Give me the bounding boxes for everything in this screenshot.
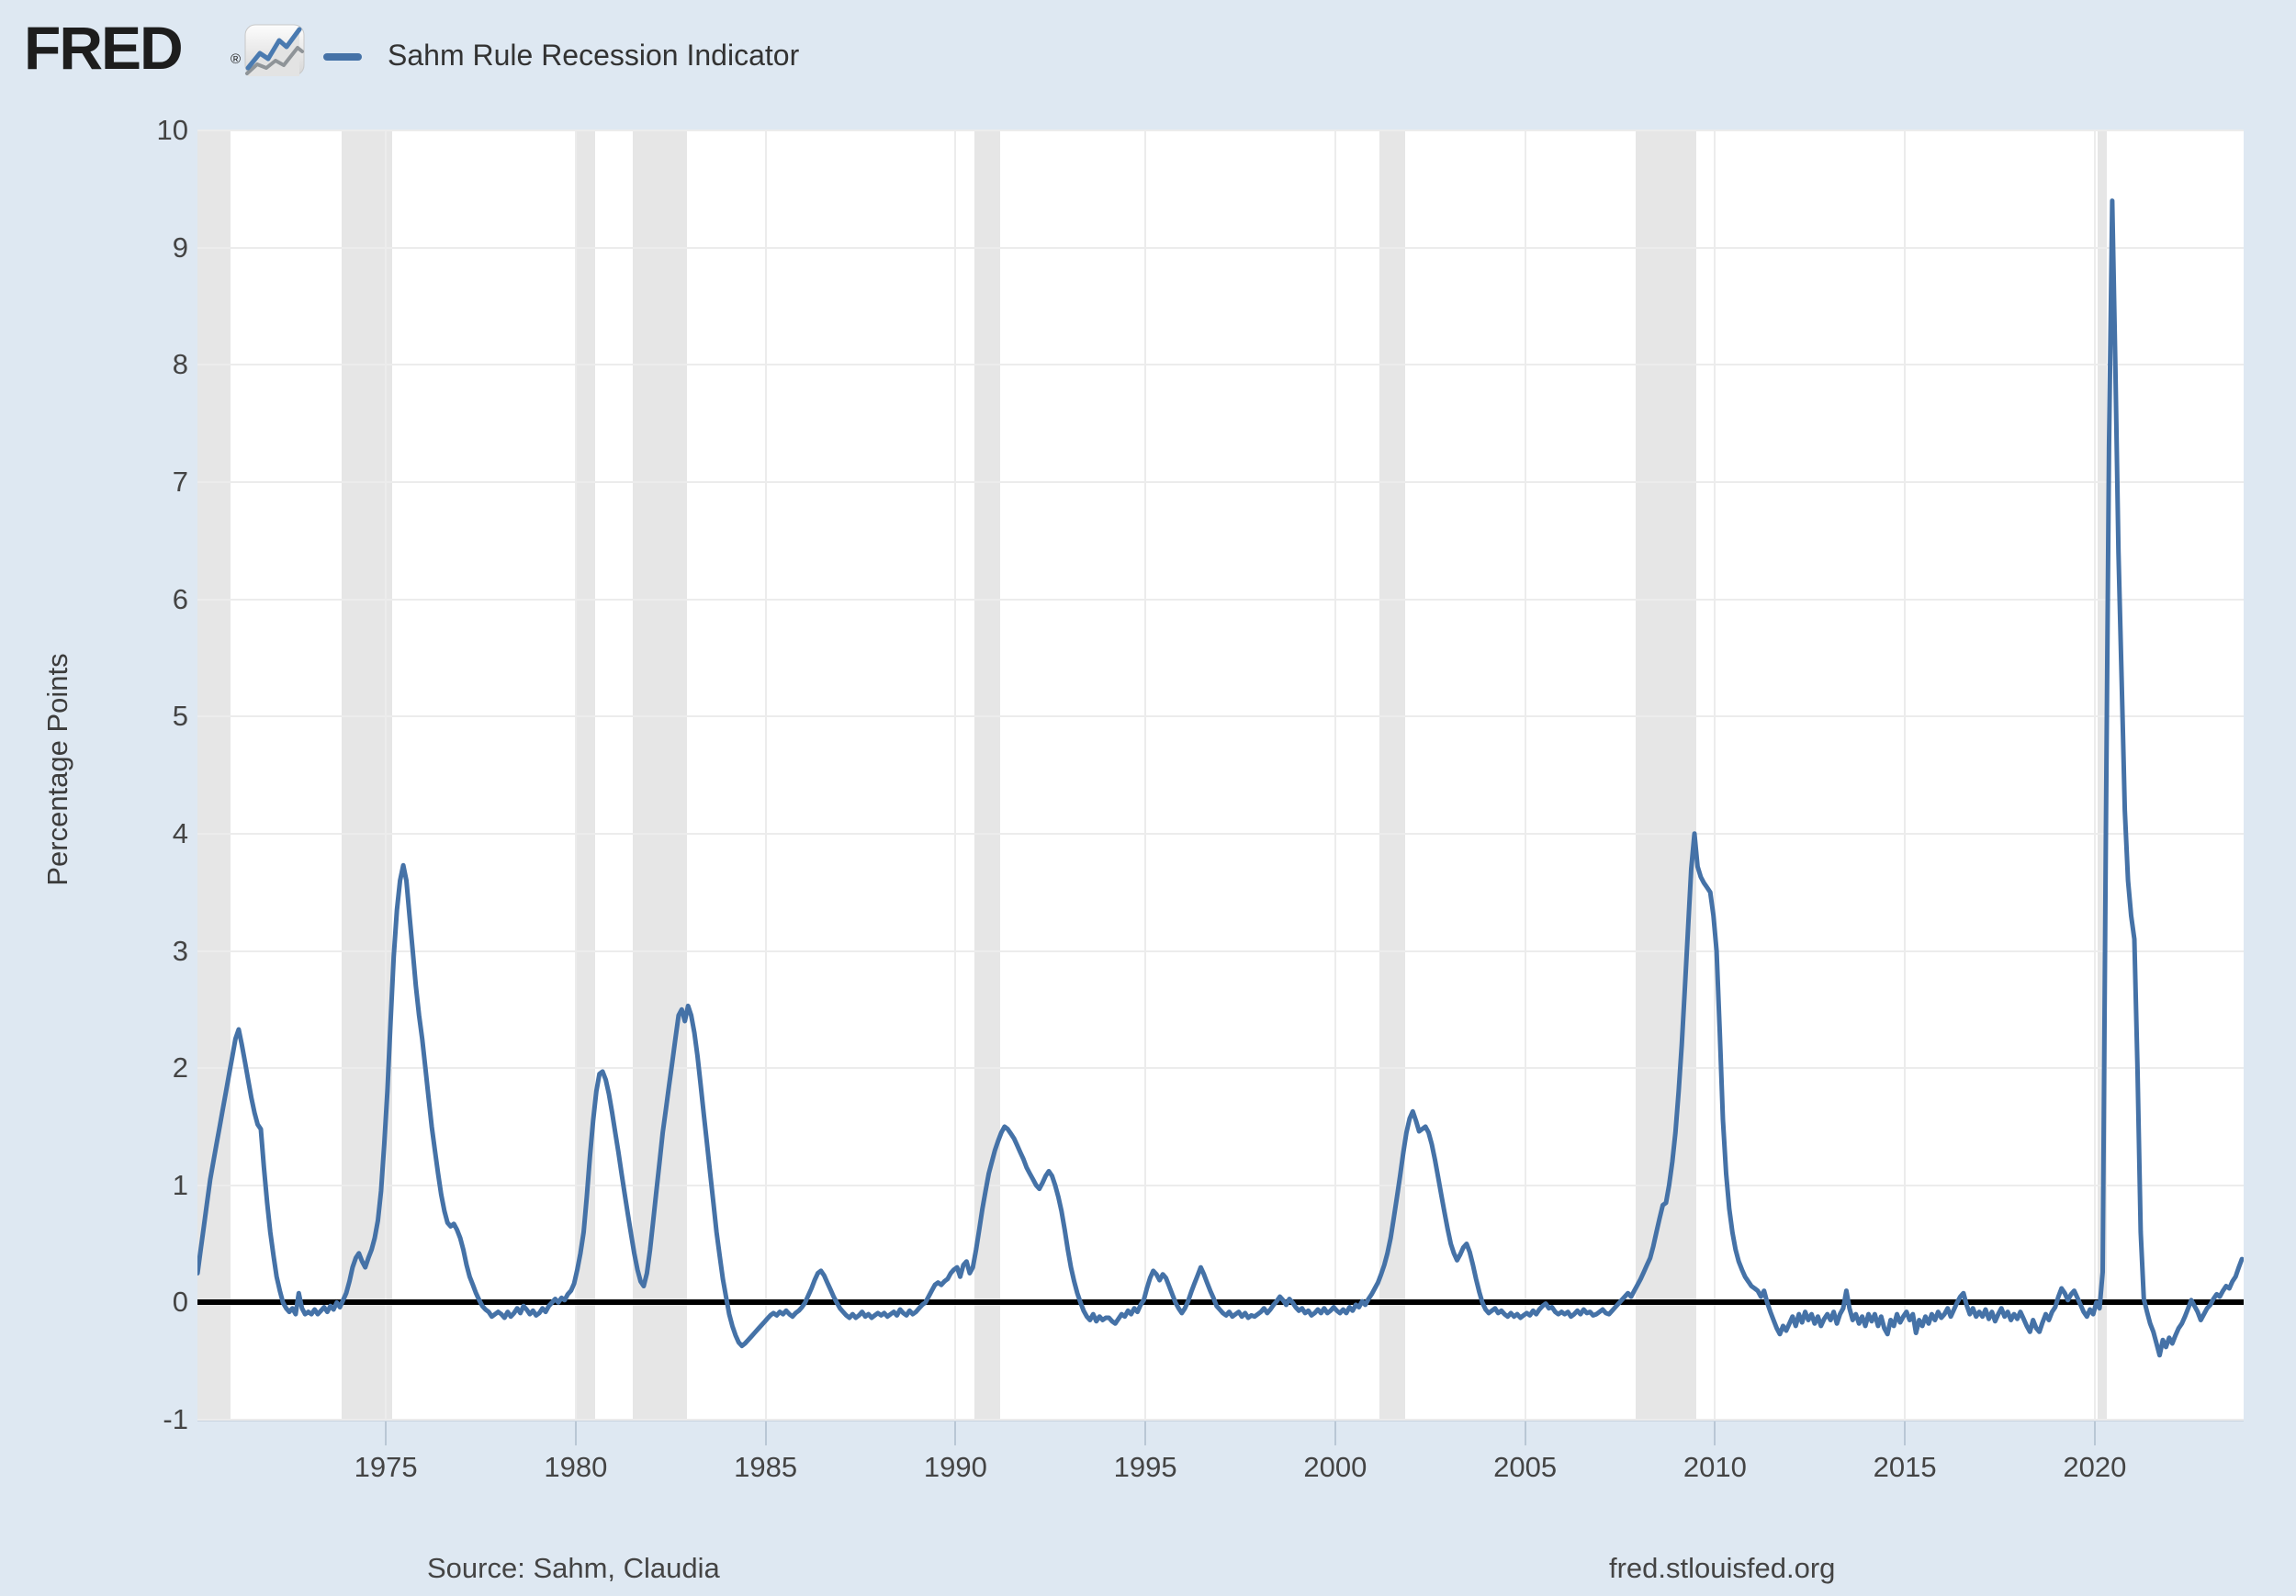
h-gridline — [197, 1419, 2244, 1421]
y-tick-label: 10 — [156, 114, 188, 146]
x-tick-mark — [1144, 1422, 1147, 1445]
y-axis-title: Percentage Points — [41, 653, 73, 886]
x-tick-mark — [1714, 1422, 1716, 1445]
x-tick-label: 2005 — [1493, 1451, 1558, 1483]
v-gridline — [1904, 130, 1907, 1420]
h-gridline — [197, 246, 2244, 249]
y-tick-label: 3 — [172, 934, 188, 967]
sahm-rule-line — [197, 198, 2244, 1358]
y-tick-label: 9 — [172, 230, 188, 264]
y-tick-label: 4 — [172, 816, 188, 849]
v-gridline — [1524, 130, 1526, 1420]
x-tick-label: 1995 — [1113, 1451, 1177, 1483]
registered-trademark: ® — [231, 51, 242, 67]
y-tick-label: -1 — [163, 1403, 188, 1435]
recession-band — [197, 130, 231, 1420]
v-gridline — [1144, 130, 1147, 1420]
h-gridline — [197, 1067, 2244, 1070]
y-tick-label: 5 — [172, 700, 188, 733]
v-gridline — [2093, 130, 2096, 1420]
v-gridline — [764, 130, 767, 1420]
y-tick-label: 8 — [172, 348, 188, 381]
y-tick-label: 6 — [172, 582, 188, 615]
zero-line — [197, 1299, 2244, 1306]
x-tick-mark — [954, 1422, 957, 1445]
h-gridline — [197, 715, 2244, 718]
recession-band — [2098, 130, 2108, 1420]
fred-logo: FRED — [24, 14, 184, 82]
v-gridline — [1714, 130, 1716, 1420]
x-tick-label: 1975 — [354, 1451, 418, 1483]
recession-band — [575, 130, 595, 1420]
x-tick-mark — [764, 1422, 767, 1445]
legend-label: Sahm Rule Recession Indicator — [388, 39, 800, 72]
source-text: Source: Sahm, Claudia — [427, 1552, 720, 1584]
v-gridline — [385, 130, 388, 1420]
h-gridline — [197, 129, 2244, 131]
y-tick-label: 0 — [172, 1286, 188, 1319]
recession-band — [1379, 130, 1405, 1420]
x-tick-mark — [2093, 1422, 2096, 1445]
data-line-layer — [197, 198, 2244, 1358]
recession-band — [341, 130, 393, 1420]
x-tick-label: 1985 — [734, 1451, 798, 1483]
h-gridline — [197, 1184, 2244, 1186]
y-tick-label: 2 — [172, 1051, 188, 1085]
x-tick-label: 2010 — [1683, 1451, 1747, 1483]
h-gridline — [197, 598, 2244, 601]
site-link-text: fred.stlouisfed.org — [1609, 1552, 1836, 1584]
x-tick-mark — [1334, 1422, 1336, 1445]
plot-area — [197, 129, 2244, 1422]
h-gridline — [197, 364, 2244, 366]
v-gridline — [574, 130, 577, 1420]
v-gridline — [1334, 130, 1336, 1420]
fred-chart-icon — [244, 24, 305, 76]
recession-band — [632, 130, 687, 1420]
legend-line-swatch — [323, 53, 362, 61]
x-tick-mark — [1524, 1422, 1526, 1445]
x-tick-mark — [385, 1422, 388, 1445]
x-tick-mark — [574, 1422, 577, 1445]
x-tick-mark — [1904, 1422, 1907, 1445]
x-tick-label: 1990 — [923, 1451, 987, 1483]
x-tick-label: 2020 — [2063, 1451, 2127, 1483]
x-tick-label: 2015 — [1873, 1451, 1937, 1483]
h-gridline — [197, 950, 2244, 952]
h-gridline — [197, 480, 2244, 483]
y-tick-label: 7 — [172, 465, 188, 498]
x-tick-label: 1980 — [544, 1451, 608, 1483]
x-tick-label: 2000 — [1303, 1451, 1367, 1483]
recession-band — [974, 130, 1000, 1420]
v-gridline — [954, 130, 957, 1420]
y-tick-label: 1 — [172, 1168, 188, 1201]
h-gridline — [197, 832, 2244, 835]
